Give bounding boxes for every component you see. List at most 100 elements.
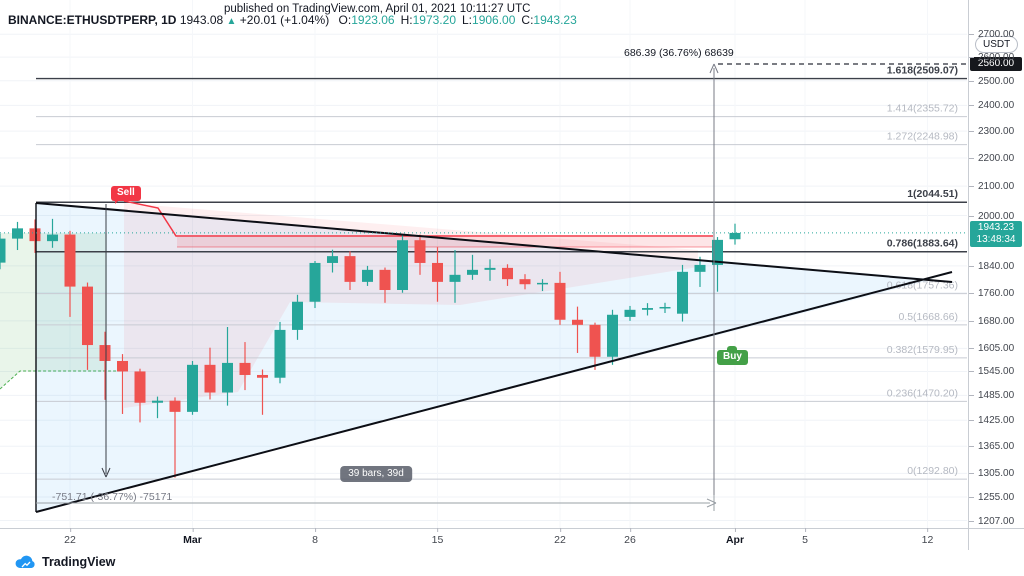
- candle-Mar24[interactable]: [589, 324, 601, 357]
- candle-Feb20[interactable]: [29, 228, 41, 242]
- candlestick-chart[interactable]: 1.618(2509.07) 1.414(2355.72) 1.272(2248.9…: [0, 0, 968, 528]
- current-price-value: 1943.23: [977, 221, 1015, 233]
- candle-Mar12[interactable]: [379, 269, 391, 291]
- sell-stop-band: [177, 237, 713, 247]
- candle-Mar11[interactable]: [362, 269, 373, 282]
- fib-label-0.786: 0.786(1883.64): [887, 238, 958, 250]
- candle-Feb24[interactable]: [99, 345, 111, 361]
- time-tick-12[interactable]: 12: [921, 528, 934, 546]
- candle-Mar22[interactable]: [554, 282, 566, 320]
- ohlc-values: O:1923.06 H:1973.20 L:1906.00 C:1943.23: [333, 13, 577, 27]
- time-axis[interactable]: 22 Mar 8 15 22 26 Apr 5 12: [0, 528, 1024, 552]
- sell-entry-line[interactable]: [123, 200, 713, 237]
- green-zone-border[interactable]: [0, 370, 124, 390]
- price-tick: 1425.00: [968, 415, 1015, 427]
- candle-Mar25[interactable]: [607, 314, 618, 357]
- candle-Mar10[interactable]: [344, 256, 356, 282]
- ohlc-key: C:: [521, 13, 534, 27]
- candle-Mar30[interactable]: [694, 264, 706, 272]
- chart-area[interactable]: 1.618(2509.07) 1.414(2355.72) 1.272(2248.9…: [0, 0, 968, 528]
- candle-Mar16[interactable]: [449, 274, 461, 282]
- ohlc-key: H:: [400, 13, 413, 27]
- price-tick: 2600.00: [968, 52, 1015, 64]
- tradingview-cloud-icon: [15, 555, 35, 569]
- candle-Mar27[interactable]: [642, 308, 653, 310]
- candle-Mar20[interactable]: [519, 279, 531, 285]
- candle-Mar18[interactable]: [484, 267, 496, 270]
- candle-Mar7[interactable]: [292, 301, 303, 330]
- candle-Feb23[interactable]: [82, 286, 93, 346]
- price-tick: 1545.00: [968, 366, 1015, 378]
- candle-Feb19[interactable]: [12, 228, 23, 239]
- time-tick-26[interactable]: 26: [624, 528, 636, 546]
- current-price-label: 1943.23 13:48:34: [970, 220, 1022, 247]
- tradingview-logo-text: TradingView: [42, 555, 116, 569]
- candle-Mar9[interactable]: [327, 256, 338, 263]
- candle-Mar23[interactable]: [572, 319, 583, 325]
- time-tick-5[interactable]: 5: [802, 528, 808, 546]
- candle-Apr1[interactable]: [729, 232, 741, 240]
- price-tick: 1207.00: [968, 515, 1015, 527]
- green-zone: [0, 233, 107, 389]
- candle-Mar19[interactable]: [502, 267, 513, 280]
- down-arrowhead-icon: [101, 467, 111, 478]
- candle-Mar28[interactable]: [659, 306, 671, 309]
- time-tick-22[interactable]: 22: [64, 528, 76, 546]
- candle-Mar4[interactable]: [239, 362, 251, 375]
- price-tick: 2300.00: [968, 126, 1015, 138]
- candle-Mar14[interactable]: [414, 240, 426, 263]
- time-tick-Mar[interactable]: Mar: [183, 528, 202, 546]
- candle-Mar3[interactable]: [222, 362, 233, 393]
- candle-Mar26[interactable]: [624, 309, 636, 317]
- sell-label[interactable]: Sell: [111, 186, 141, 204]
- up-arrowhead-icon: [709, 63, 719, 74]
- candle-Feb27[interactable]: [152, 400, 163, 403]
- price-axis[interactable]: USDT 2560.00 1943.23 13:48:34 2700.00 260…: [968, 0, 1024, 550]
- symbol-title[interactable]: BINANCE:ETHUSDTPERP, 1D: [8, 13, 177, 27]
- candle-Mar5[interactable]: [257, 374, 268, 378]
- date-range-label[interactable]: 39 bars, 39d: [340, 466, 412, 482]
- time-tick-Apr[interactable]: Apr: [725, 528, 745, 546]
- candle-Feb26[interactable]: [134, 371, 146, 403]
- candle-Mar6[interactable]: [274, 329, 286, 378]
- price-tick: 1605.00: [968, 343, 1015, 355]
- candle-Mar21[interactable]: [537, 282, 548, 285]
- tradingview-logo[interactable]: TradingView: [14, 554, 115, 570]
- time-tick-15[interactable]: 15: [431, 528, 444, 546]
- candle-Feb22[interactable]: [64, 234, 76, 287]
- currency-badge[interactable]: USDT: [975, 36, 1019, 53]
- candle-Mar31[interactable]: [712, 239, 723, 265]
- price-tick: 2000.00: [968, 210, 1015, 222]
- candle-Feb21[interactable]: [47, 234, 58, 242]
- price-tick: 2400.00: [968, 100, 1015, 112]
- time-tick-8[interactable]: 8: [312, 528, 318, 546]
- buy-label[interactable]: Buy: [717, 350, 748, 365]
- price-range-down-text: -751.71 (-36.77%) -75171: [52, 491, 173, 503]
- candle-Mar15[interactable]: [432, 262, 443, 282]
- candle-Feb25[interactable]: [117, 360, 128, 372]
- price-tick: 1840.00: [968, 260, 1015, 272]
- triangle-upper-trendline[interactable]: [35, 202, 953, 283]
- time-tick-22[interactable]: 22: [554, 528, 566, 546]
- candle-Mar29[interactable]: [677, 271, 688, 314]
- legend-last-price: 1943.08: [179, 13, 224, 27]
- ohlc-key: O:: [338, 13, 352, 27]
- candle-Feb28[interactable]: [169, 400, 181, 412]
- candle-Mar8[interactable]: [309, 262, 321, 302]
- published-caption: published on TradingView.com, April 01, …: [224, 3, 531, 15]
- candle-Feb18[interactable]: [0, 238, 6, 263]
- candle-Mar1[interactable]: [187, 364, 198, 412]
- candle-Mar13[interactable]: [397, 240, 408, 291]
- price-tick: 1365.00: [968, 441, 1015, 453]
- triangle-lower-trendline[interactable]: [35, 271, 953, 513]
- fib-label-1.414: 1.414(2355.72): [887, 103, 958, 115]
- price-tick: 1255.00: [968, 492, 1015, 503]
- pink-zone: [124, 203, 698, 408]
- fib-label-1.272: 1.272(2248.98): [887, 131, 958, 143]
- candle-Mar17[interactable]: [467, 269, 478, 275]
- candle-Mar2[interactable]: [204, 364, 216, 393]
- ohlc-value: 1973.20: [412, 13, 456, 27]
- price-tick: 1760.00: [968, 287, 1015, 299]
- ohlc-value: 1906.00: [472, 13, 516, 27]
